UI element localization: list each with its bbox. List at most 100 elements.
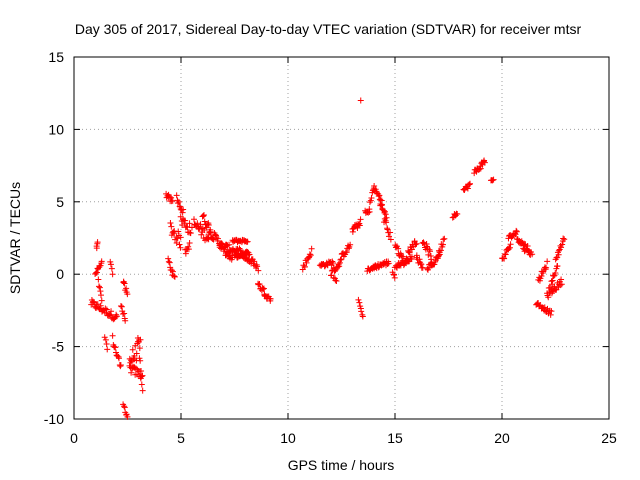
- data-point: [481, 159, 488, 166]
- data-point: [387, 236, 394, 243]
- data-point: [467, 180, 474, 187]
- data-point: [205, 222, 212, 229]
- data-point: [331, 268, 338, 275]
- data-point: [115, 355, 122, 362]
- data-point: [94, 239, 101, 246]
- data-point: [332, 277, 339, 284]
- data-point: [371, 182, 378, 189]
- data-point: [201, 218, 208, 225]
- data-point: [381, 208, 388, 215]
- data-point: [175, 228, 182, 235]
- data-point: [138, 373, 145, 380]
- data-point: [441, 235, 448, 242]
- x-tick-label: 15: [387, 430, 403, 446]
- data-point: [172, 236, 179, 243]
- data-point: [97, 262, 104, 269]
- data-point: [489, 177, 496, 184]
- data-point: [187, 230, 194, 237]
- data-point: [559, 241, 566, 248]
- data-point: [236, 245, 243, 252]
- data-point: [384, 226, 391, 233]
- data-point: [102, 336, 109, 343]
- data-point: [544, 258, 551, 265]
- data-point: [112, 344, 119, 351]
- data-point: [102, 305, 109, 312]
- data-point: [169, 268, 176, 275]
- data-point: [182, 217, 189, 224]
- y-tick-label: 0: [56, 266, 64, 282]
- data-point: [254, 263, 261, 270]
- x-tick-label: 5: [177, 430, 185, 446]
- y-tick-label: 10: [48, 121, 64, 137]
- data-point: [195, 226, 202, 233]
- data-point: [550, 273, 557, 280]
- data-point: [180, 206, 187, 213]
- data-point: [226, 241, 233, 248]
- data-point: [168, 223, 175, 230]
- data-point: [434, 253, 441, 260]
- data-point: [501, 255, 508, 262]
- data-point: [95, 283, 102, 290]
- y-tick-label: 15: [48, 49, 64, 65]
- data-point: [440, 241, 447, 248]
- data-point: [408, 253, 415, 260]
- data-point: [175, 198, 182, 205]
- data-point: [419, 240, 426, 247]
- data-point: [113, 313, 120, 320]
- data-point: [301, 263, 308, 270]
- data-point: [200, 213, 207, 220]
- data-point: [377, 200, 384, 207]
- data-point: [308, 245, 315, 252]
- data-point: [477, 165, 484, 172]
- data-point: [103, 340, 110, 347]
- data-point: [198, 231, 205, 238]
- data-point: [98, 297, 105, 304]
- data-point: [357, 97, 364, 104]
- data-point: [119, 311, 126, 318]
- data-point: [466, 181, 473, 188]
- y-axis-label: SDTVAR / TECUs: [7, 182, 23, 294]
- data-point: [337, 256, 344, 263]
- data-point: [182, 250, 189, 257]
- data-point: [387, 229, 394, 236]
- data-point: [174, 235, 181, 242]
- data-point: [95, 276, 102, 283]
- data-point: [356, 222, 363, 229]
- data-point: [107, 258, 114, 265]
- data-point: [365, 209, 372, 216]
- data-point: [123, 285, 130, 292]
- data-point: [506, 244, 513, 251]
- data-point: [255, 281, 262, 288]
- data-point: [440, 236, 447, 243]
- data-point: [543, 264, 550, 271]
- data-point: [136, 355, 143, 362]
- data-point: [251, 258, 258, 265]
- data-point: [547, 284, 554, 291]
- data-point: [122, 317, 129, 324]
- data-point: [108, 308, 115, 315]
- data-point: [108, 265, 115, 272]
- data-point: [121, 403, 128, 410]
- data-point: [267, 295, 274, 302]
- data-point: [129, 346, 136, 353]
- data-point: [359, 313, 366, 320]
- data-point: [134, 334, 141, 341]
- data-point: [124, 413, 131, 420]
- data-point: [413, 252, 420, 259]
- data-point: [176, 241, 183, 248]
- data-point: [185, 246, 192, 253]
- data-point: [117, 361, 124, 368]
- data-point: [107, 311, 114, 318]
- data-point: [113, 311, 120, 318]
- data-point: [545, 294, 552, 301]
- data-point: [137, 357, 144, 364]
- data-point: [167, 220, 174, 227]
- grid: [74, 57, 609, 419]
- data-point: [529, 251, 536, 258]
- data-point: [426, 248, 433, 255]
- data-point: [359, 311, 366, 318]
- data-point: [385, 260, 392, 267]
- data-point: [358, 308, 365, 315]
- data-point: [90, 298, 97, 305]
- data-point: [548, 308, 555, 315]
